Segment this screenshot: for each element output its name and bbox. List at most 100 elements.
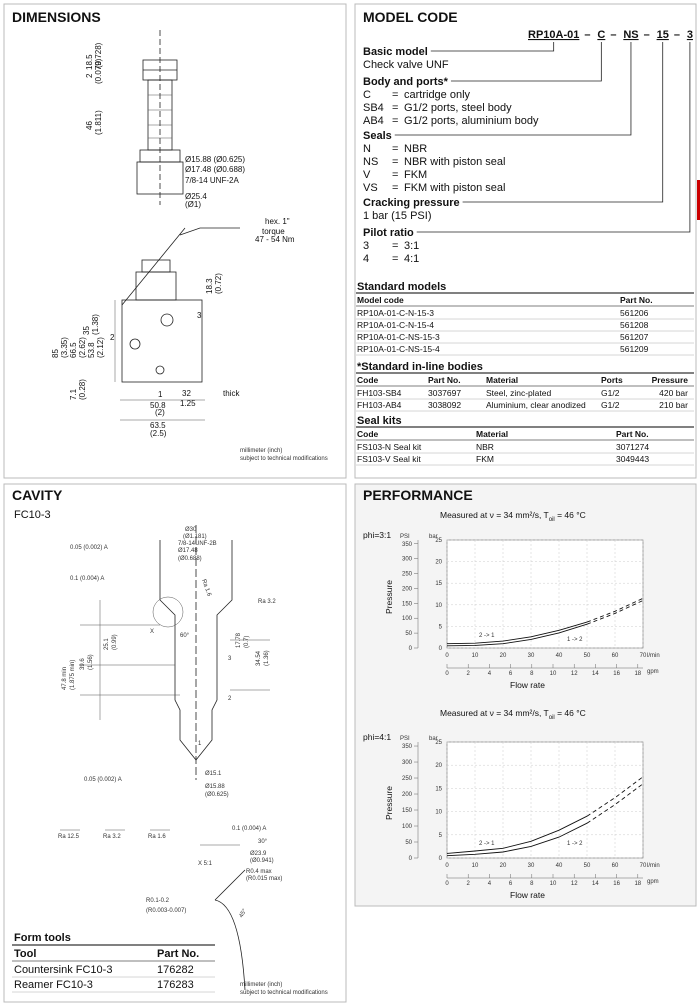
text: 25 [435,538,442,544]
text: 39.6 [80,658,86,670]
text: l/min [647,653,660,659]
text: (2.12) [96,337,105,358]
text: 10 [435,603,442,609]
text: Ø23.9 [250,851,267,857]
text: Pressure [384,786,394,820]
text: Pressure [652,375,689,385]
text: 60° [180,633,190,639]
text: 25 [435,740,442,746]
text: Material [476,429,508,439]
connector [462,42,664,203]
text: 47 - 54 Nm [255,235,295,244]
text: Body and ports* [363,76,449,88]
text: CAVITY [12,487,63,503]
text: 0 [409,856,413,862]
text: gpm [647,669,659,675]
text: 15 [657,29,669,41]
text: 14 [592,881,599,887]
text: (1.36) [264,650,270,666]
text: phi=4:1 [363,732,391,742]
text: 8 [530,881,534,887]
text: PSI [400,534,410,540]
text: = [392,169,398,181]
text: 12 [571,881,578,887]
text: VS [363,182,378,194]
text: X 5:1 [198,861,213,867]
text: millimeter (inch) [240,448,282,454]
text: 85 [51,349,60,358]
text: 2 [228,696,232,702]
text: (0.28) [78,379,87,400]
text: 0 [445,863,449,869]
text: C [597,29,605,41]
text: gpm [647,879,659,885]
text: 63.5 [150,421,166,430]
text: FH103-AB4 [357,400,402,410]
text: 3 [197,311,202,320]
text: 100 [402,616,413,622]
text: phi=3:1 [363,530,391,540]
text: = [392,89,398,101]
text: 15 [435,786,442,792]
text: NBR [404,143,427,155]
text: 50 [405,631,412,637]
text: – [674,29,680,41]
text: l/min [647,863,660,869]
text: 2 -> 1 [479,633,495,639]
text: 0.05 (0.002) A [84,777,122,783]
text: (1.875 min) [70,660,76,690]
text: (0.728) [94,42,103,68]
text: G1/2 [601,388,620,398]
text: Ra 12.5 [58,834,80,840]
text: (1.811) [94,110,103,135]
text: AB4 [363,115,384,127]
text: Aluminium, clear anodized [486,400,586,410]
text: RP10A-01-C-NS-15-4 [357,344,440,354]
text: bar [429,534,438,540]
text: 3049443 [616,454,649,464]
text: 30 [528,863,535,869]
text: Flow rate [510,680,545,690]
series-line [446,822,588,857]
text: 7/8-14UNF-2B [178,541,217,547]
text: 47.8 min [62,667,68,690]
text: MODEL CODE [363,9,458,25]
text: = [392,115,398,127]
text: 1 bar (15 PSI) [363,210,431,222]
title-part: Measured at ν = 34 mm²/s, T [440,510,549,520]
text: NBR with piston seal [404,156,506,168]
text: 53.8 [87,342,96,358]
text: 20 [500,863,507,869]
text: (2.5) [150,429,167,438]
text: RP10A-01-C-N-15-3 [357,308,434,318]
text: 60 [612,863,619,869]
text: NBR [476,442,494,452]
text: 12 [571,671,578,677]
text: 150 [402,808,413,814]
text: torque [262,227,285,236]
text: 1.25 [180,399,196,408]
text: R0.4 max [246,869,272,875]
text: – [644,29,650,41]
connector [430,42,555,52]
text: 150 [402,601,413,607]
text: 18 [634,881,641,887]
text: 7.1 [69,388,78,400]
title-part: = 46 °C [555,510,586,520]
text: 50 [584,653,591,659]
text: Seals [363,130,392,142]
text: 0 [439,646,443,652]
text: 561208 [620,320,649,330]
text: Part No. [428,375,461,385]
text: 20 [435,560,442,566]
text: 17.78 [236,632,242,648]
series-line-dashed [586,783,644,824]
text: 250 [402,572,413,578]
text: Ø15.88 (Ø0.625) [185,155,245,164]
text: 3 [228,656,232,662]
text: 70 [640,863,647,869]
text: Cracking pressure [363,197,460,209]
text: – [610,29,616,41]
text: 50 [584,863,591,869]
text: Seal kits [357,415,402,427]
